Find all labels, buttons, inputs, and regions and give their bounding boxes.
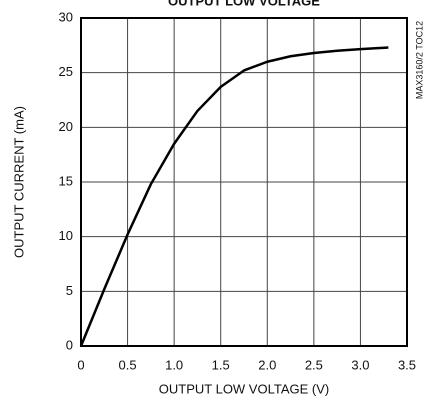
annotation: MAX3160/2 TOC12 [414, 21, 424, 99]
x-tick-label: 1.5 [212, 357, 230, 372]
y-tick-label: 5 [66, 283, 73, 298]
plot-frame [80, 17, 408, 347]
y-tick-label: 25 [59, 64, 73, 79]
chart-title: OUTPUT LOW VOLTAGE [168, 0, 320, 8]
x-tick-label: 0.5 [119, 357, 137, 372]
y-tick-label: 30 [59, 9, 73, 24]
x-axis-label: OUTPUT LOW VOLTAGE (V) [159, 381, 329, 396]
y-axis-label: OUTPUT CURRENT (mA) [11, 106, 26, 258]
x-tick-label: 3.0 [351, 357, 369, 372]
data-line [79, 46, 389, 347]
y-tick-label: 0 [66, 337, 73, 352]
x-tick-label: 2.5 [305, 357, 323, 372]
y-tick-label: 15 [59, 173, 73, 188]
x-tick-label: 1.0 [165, 357, 183, 372]
x-tick-label: 2.0 [258, 357, 276, 372]
x-tick-label: 0 [77, 357, 84, 372]
y-tick-label: 20 [59, 119, 73, 134]
y-tick-label: 10 [59, 228, 73, 243]
x-tick-label: 3.5 [398, 357, 416, 372]
